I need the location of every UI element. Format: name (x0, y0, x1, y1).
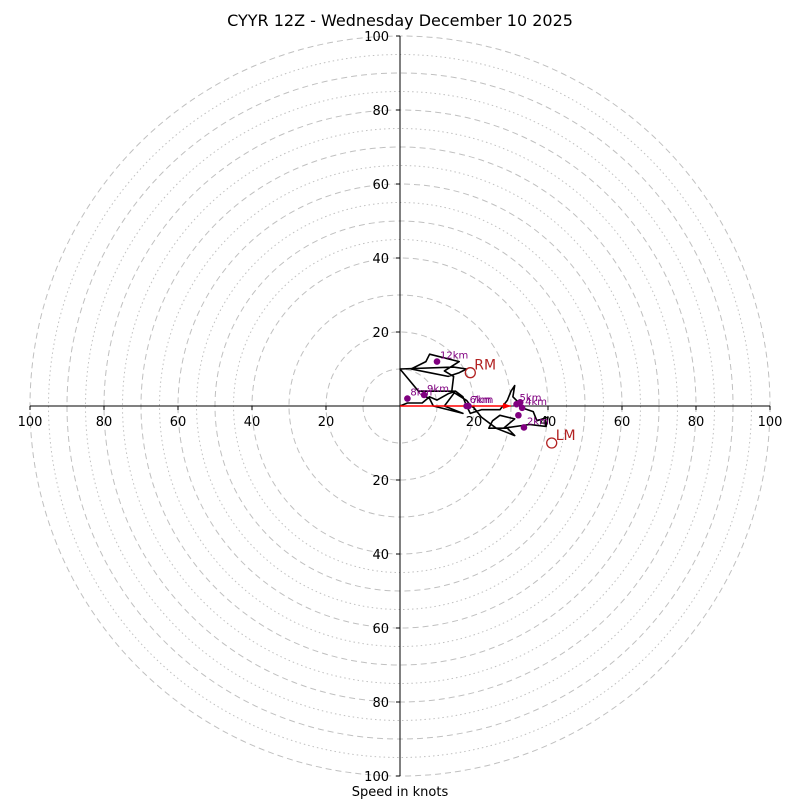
tick-label-west: 40 (244, 415, 261, 430)
tick-label-south: 100 (364, 770, 389, 785)
storm-vector (400, 403, 511, 409)
height-marker (515, 411, 522, 419)
tick-label-west: 80 (96, 415, 113, 430)
tick-label-east: 60 (614, 415, 631, 430)
storm-motion-markers: RM LM (464, 358, 576, 449)
height-marker (433, 358, 441, 365)
storm-motion-rm-marker (464, 367, 476, 379)
height-marker (404, 395, 411, 402)
tick-label-south: 20 (372, 474, 389, 489)
tick-label-east: 20 (466, 415, 483, 430)
tick-label-west: 20 (318, 415, 335, 430)
storm-vector-arrowhead (503, 403, 511, 409)
tick-label-south: 80 (372, 696, 389, 711)
height-marker (516, 399, 524, 406)
height-marker-label: 9km (427, 384, 449, 395)
height-marker (520, 424, 528, 431)
height-marker-label: 7km (471, 395, 493, 406)
chart-title: CYYR 12Z - Wednesday December 10 2025 (227, 11, 573, 30)
tick-label-north: 100 (364, 30, 389, 45)
tick-label-north: 20 (372, 326, 389, 341)
tick-label-west: 60 (170, 415, 187, 430)
tick-label-south: 60 (372, 622, 389, 637)
tick-label-north: 80 (372, 104, 389, 119)
height-marker-label: 12km (440, 351, 468, 362)
height-marker (465, 402, 472, 410)
height-marker-label: 5km (520, 393, 542, 404)
x-axis-label: Speed in knots (352, 785, 449, 800)
storm-motion-rm-label: RM (474, 358, 496, 374)
height-marker-label: 2km (527, 416, 549, 427)
tick-label-east: 80 (688, 415, 705, 430)
height-marker-label: 4km (525, 397, 547, 408)
storm-motion-lm-label: LM (556, 428, 576, 444)
tick-label-east: 100 (758, 415, 783, 430)
height-marker (420, 391, 428, 399)
tick-label-north: 60 (372, 178, 389, 193)
height-marker-label: 6km (470, 395, 492, 406)
tick-label-north: 40 (372, 252, 389, 267)
height-marker (518, 404, 526, 412)
tick-labels: 2020202040404040606060608080808010010010… (18, 30, 783, 785)
tick-label-west: 100 (18, 415, 43, 430)
height-marker-label: 8km (410, 388, 432, 399)
tick-label-south: 40 (372, 548, 389, 563)
storm-motion-lm-marker (546, 437, 558, 449)
